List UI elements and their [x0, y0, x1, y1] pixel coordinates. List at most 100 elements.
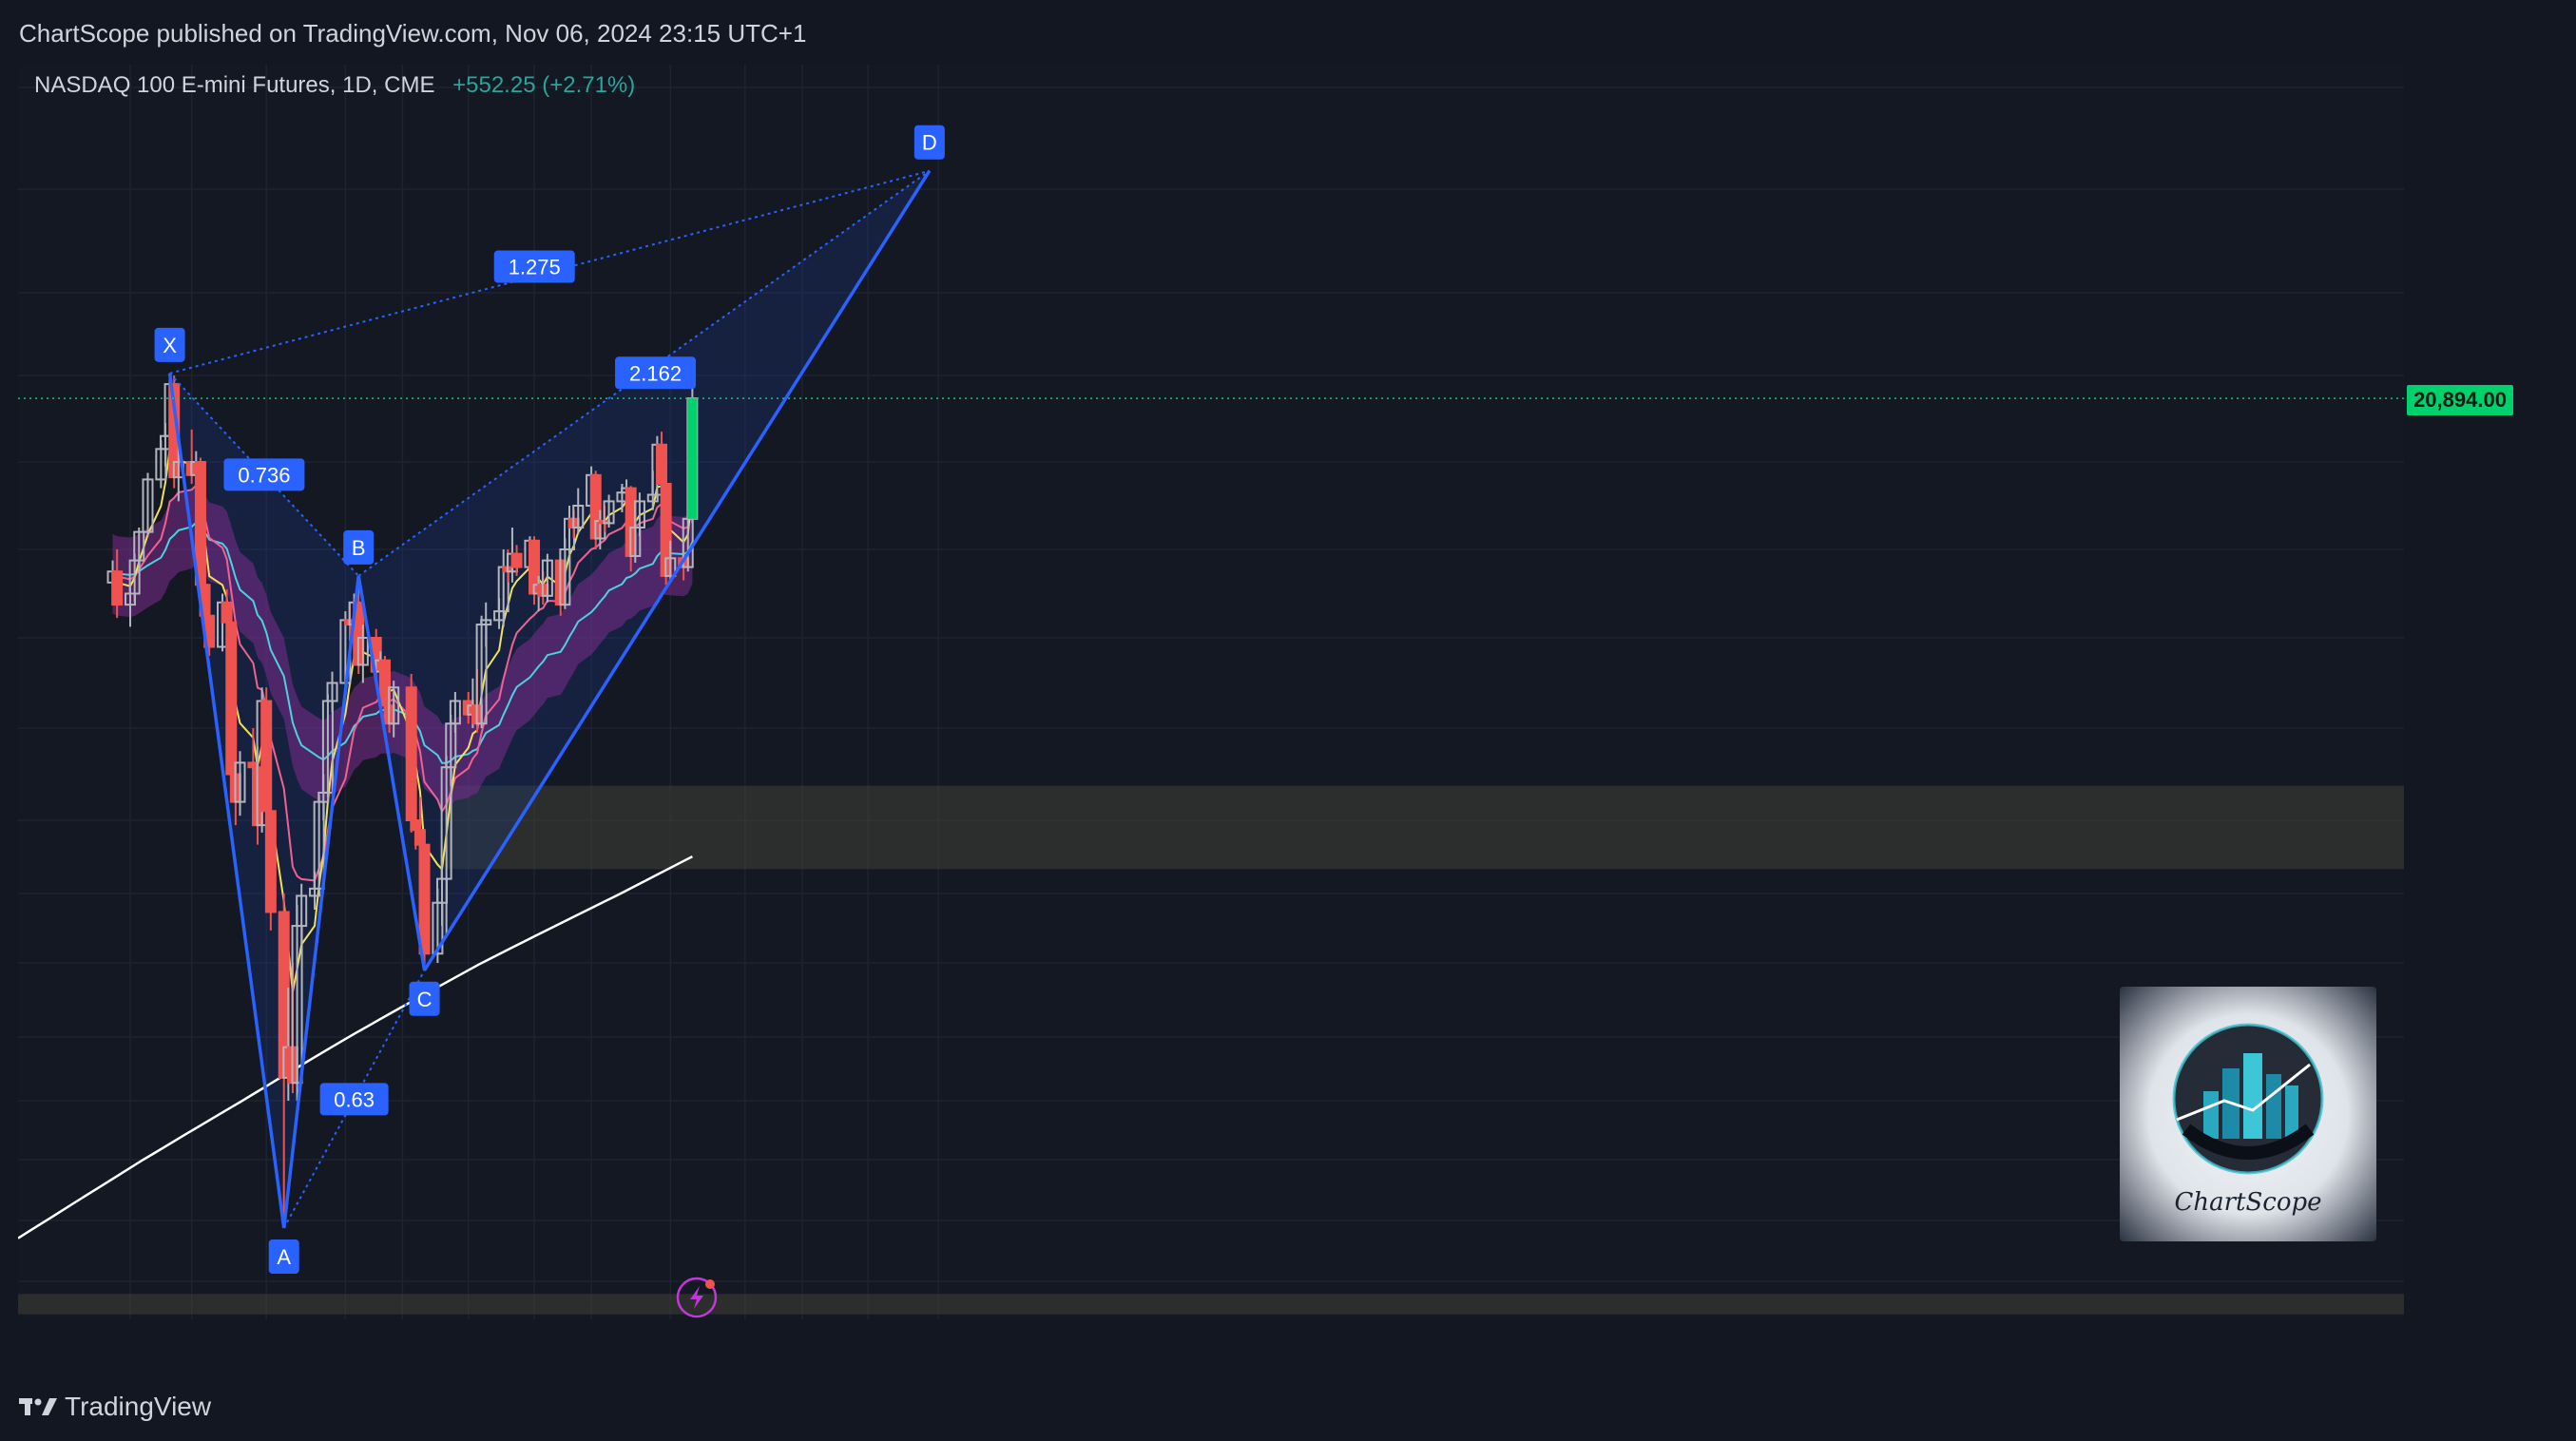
ratio-label-bg [493, 250, 575, 283]
ratio-label: 0.736 [223, 458, 305, 491]
candle[interactable] [449, 692, 461, 733]
demand-zone [18, 1294, 2404, 1315]
candle[interactable] [405, 674, 417, 833]
ratio-label: 1.275 [493, 250, 575, 283]
candle-body [541, 559, 553, 597]
candle[interactable] [356, 624, 369, 683]
grid [18, 65, 2404, 1319]
candle[interactable] [111, 549, 124, 619]
ratio-label: 0.63 [319, 1083, 389, 1116]
event-bolt-icon[interactable] [676, 1277, 718, 1318]
symbol-name: NASDAQ 100 E-mini Futures, 1D, CME [34, 72, 435, 98]
last-candle-body [687, 398, 698, 519]
point-label-bg [343, 529, 375, 565]
candle[interactable] [388, 681, 400, 738]
pattern-leg-ab [281, 575, 360, 1229]
candle[interactable] [603, 494, 615, 528]
symbol-legend[interactable]: NASDAQ 100 E-mini Futures, 1D, CME +552.… [34, 72, 635, 99]
candle-body [133, 530, 145, 562]
point-label-text: X [163, 334, 177, 357]
candle-body [388, 686, 400, 725]
bolt-dot [704, 1279, 715, 1289]
candle-body [664, 557, 677, 577]
point-label-text: B [352, 536, 366, 560]
point-label-x: X [154, 327, 185, 362]
pattern-leg-bc [356, 575, 427, 971]
point-label-bg [409, 981, 440, 1016]
candle[interactable] [326, 671, 338, 713]
tradingview-label: TradingView [65, 1392, 212, 1421]
pattern-leg-xa [167, 373, 286, 1229]
candle[interactable] [225, 618, 238, 786]
point-label-bg [913, 125, 945, 160]
ratio-label-text: 1.275 [509, 256, 561, 279]
candle-body [418, 843, 431, 955]
candle[interactable] [480, 602, 492, 647]
point-label-b: B [343, 529, 375, 565]
point-label-text: D [922, 131, 937, 155]
zones [18, 785, 2404, 1315]
candle-body [449, 700, 461, 725]
published-text: ChartScope published on TradingView.com,… [19, 19, 807, 48]
sma-long-path [18, 855, 693, 1239]
point-label-text: C [417, 988, 433, 1011]
candle-body [480, 619, 492, 626]
candle-body [111, 570, 124, 606]
candles[interactable] [106, 373, 699, 1228]
point-label-c: C [409, 981, 440, 1016]
footer-bar [0, 1369, 2576, 1441]
pattern-leg-cd [423, 169, 932, 971]
candle-body [142, 478, 154, 533]
candle-body [356, 637, 369, 666]
logo-text: ChartScope [2174, 1188, 2322, 1217]
candle[interactable] [133, 528, 145, 572]
last-price-tag: 20,894.00 [2407, 385, 2513, 415]
candle[interactable] [296, 883, 308, 945]
candle-body [603, 500, 615, 525]
candle-body [510, 552, 523, 568]
ratio-label-bg [223, 458, 305, 491]
ratio-label-text: 2.162 [629, 361, 682, 385]
ratio-label-bg [615, 356, 697, 390]
candle[interactable] [541, 553, 553, 603]
candle-body [633, 500, 645, 528]
candle[interactable] [264, 806, 277, 931]
candle[interactable] [510, 545, 523, 576]
tradingview-brand[interactable]: TradingView [19, 1392, 211, 1422]
chartscope-logo-icon [2172, 1023, 2324, 1175]
candle[interactable] [234, 751, 246, 817]
ratio-label: 2.162 [615, 356, 697, 390]
demand-zone [446, 785, 2404, 870]
candle-body [264, 810, 277, 913]
ratio-labels: 0.736 0.63 1.275 2.162 [223, 250, 697, 1116]
candle-body [225, 621, 238, 776]
chartscope-logo: ChartScope [2120, 987, 2376, 1241]
candle[interactable] [572, 488, 585, 534]
candle-body [296, 894, 308, 928]
tradingview-logo-icon [19, 1398, 57, 1415]
candle-body [656, 443, 668, 485]
candle[interactable] [418, 832, 431, 970]
candle-body [260, 700, 273, 813]
candle-body [405, 686, 417, 821]
ratio-label-text: 0.63 [334, 1087, 375, 1111]
bolt-glyph [689, 1286, 703, 1309]
symbol-change: +552.25 (+2.71%) [452, 72, 636, 98]
ribbon-area [112, 485, 693, 807]
candle-body [221, 601, 233, 624]
point-label-text: A [277, 1245, 291, 1269]
ratio-label-bg [319, 1083, 389, 1116]
point-label-bg [154, 327, 185, 362]
ribbon-band [112, 485, 693, 807]
header-bar: ChartScope published on TradingView.com,… [0, 0, 2576, 65]
candle-body [410, 819, 422, 832]
candle-body [234, 761, 246, 803]
candle-body [413, 829, 426, 846]
candle[interactable] [142, 472, 154, 537]
candle-body [326, 682, 338, 702]
candle-body [572, 505, 585, 528]
candle[interactable] [633, 492, 645, 537]
candle[interactable] [664, 540, 677, 583]
